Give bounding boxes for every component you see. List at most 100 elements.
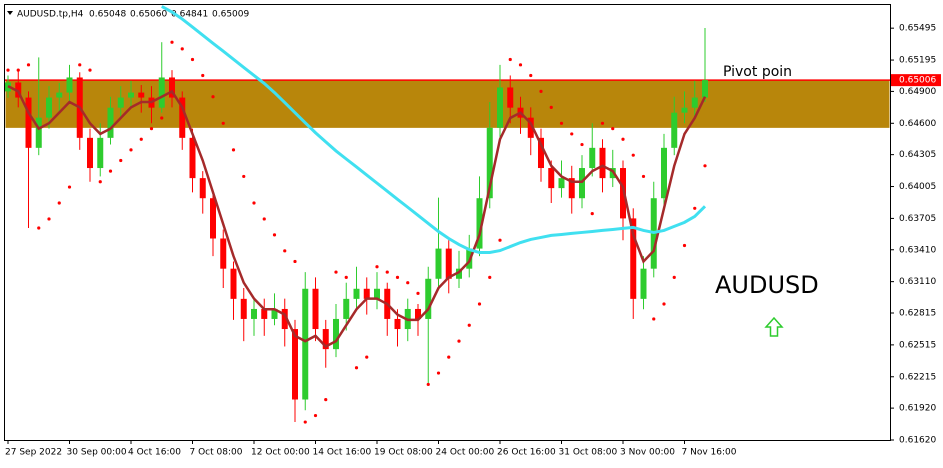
candle-body — [281, 308, 288, 330]
x-tick-label: 14 Oct 16:00 — [313, 448, 372, 458]
sar-dot — [231, 148, 236, 152]
sar-dot — [600, 121, 605, 125]
sar-dot — [57, 201, 61, 205]
sar-dot — [406, 281, 410, 285]
sar-dot — [590, 212, 594, 216]
candle-body — [240, 298, 247, 319]
sar-dot — [6, 68, 10, 72]
y-tick-label: 0.64600 — [899, 119, 936, 129]
candle-body — [640, 268, 647, 299]
candle-body — [671, 112, 678, 148]
candle-body — [599, 147, 606, 179]
sar-dot — [672, 275, 676, 279]
symbol-label: AUDUSD — [715, 271, 819, 299]
candle-body — [435, 248, 442, 279]
sar-dot — [344, 275, 348, 279]
sar-dot — [682, 243, 687, 248]
candle-body — [292, 329, 298, 400]
candle-body — [497, 87, 503, 128]
y-tick-label: 0.62515 — [899, 340, 936, 350]
header-close: 0.65009 — [212, 10, 249, 20]
candle-body — [210, 198, 216, 239]
candle-body — [138, 92, 145, 98]
sar-dot — [426, 382, 430, 387]
sar-dot — [703, 164, 707, 168]
candle-body — [271, 308, 278, 319]
up-arrow — [764, 316, 784, 337]
sar-dot — [385, 270, 389, 274]
y-tick-label: 0.63110 — [899, 277, 936, 287]
candle-body — [97, 137, 104, 169]
sar-dot — [436, 371, 441, 375]
candle-body — [312, 288, 319, 330]
sar-dot — [621, 137, 625, 141]
x-tick-label: 24 Oct 00:00 — [436, 448, 495, 458]
candle-body — [117, 97, 124, 108]
candle-body — [558, 178, 565, 189]
y-tick-label: 0.64900 — [899, 87, 936, 97]
candle-body — [527, 117, 534, 138]
sar-dot — [139, 137, 143, 141]
candle-body — [538, 137, 544, 169]
sar-dot — [170, 40, 174, 44]
candle-body — [661, 147, 667, 199]
sar-dot — [98, 180, 102, 184]
candle-body — [702, 80, 708, 98]
sar-dot — [467, 323, 471, 327]
sar-dot — [129, 148, 133, 152]
price-tag-label: 0.65006 — [899, 76, 936, 86]
candle-body — [25, 97, 32, 148]
sar-dot — [498, 238, 502, 242]
candle-body — [220, 238, 227, 269]
candle-body — [630, 218, 637, 299]
y-tick-label: 0.62815 — [899, 308, 936, 318]
sar-dot — [88, 68, 92, 72]
sar-dot — [26, 63, 31, 67]
sar-dot — [611, 127, 615, 131]
header-high: 0.65060 — [130, 10, 167, 20]
x-tick-label: 4 Oct 16:00 — [128, 448, 181, 458]
candle-body — [681, 107, 688, 113]
x-tick-label: 27 Sep 2022 — [5, 448, 62, 458]
sar-dot — [539, 89, 543, 94]
sar-dot — [365, 355, 369, 359]
candle-body — [46, 97, 52, 118]
candle-body — [445, 248, 452, 279]
sar-dot — [447, 355, 451, 359]
sar-dot — [324, 398, 328, 402]
sar-dot — [662, 302, 666, 306]
pivot-label: Pivot poin — [723, 64, 792, 80]
sar-dot — [334, 270, 338, 274]
sar-dot — [529, 73, 533, 78]
candle-body — [620, 168, 626, 219]
sar-dot — [201, 73, 205, 78]
sar-dot — [549, 105, 553, 109]
sar-dot — [16, 68, 20, 72]
sar-dot — [508, 57, 512, 62]
sar-dot — [67, 185, 72, 189]
candle-body — [56, 92, 63, 98]
sar-dot — [221, 121, 225, 125]
sar-dot — [149, 127, 154, 131]
x-tick-label: 31 Oct 08:00 — [559, 448, 618, 458]
sar-dot — [37, 226, 41, 230]
candle-body — [507, 87, 514, 108]
candle-body — [353, 288, 360, 299]
sar-dot — [119, 158, 123, 163]
sar-dot — [693, 206, 697, 210]
candle-body — [107, 107, 114, 138]
moving-average — [7, 84, 707, 349]
sar-dot — [354, 366, 359, 370]
candle-body — [199, 178, 206, 199]
x-tick-label: 26 Oct 16:00 — [497, 448, 556, 458]
candle-body — [230, 268, 237, 299]
sar-dot — [518, 63, 523, 67]
candle-body — [87, 137, 93, 169]
sar-dot — [416, 291, 420, 295]
candle-body — [179, 97, 186, 138]
sar-dot — [477, 302, 482, 306]
sar-dot — [293, 259, 297, 264]
y-tick-label: 0.63410 — [899, 245, 936, 255]
y-tick-label: 0.64305 — [899, 150, 936, 160]
